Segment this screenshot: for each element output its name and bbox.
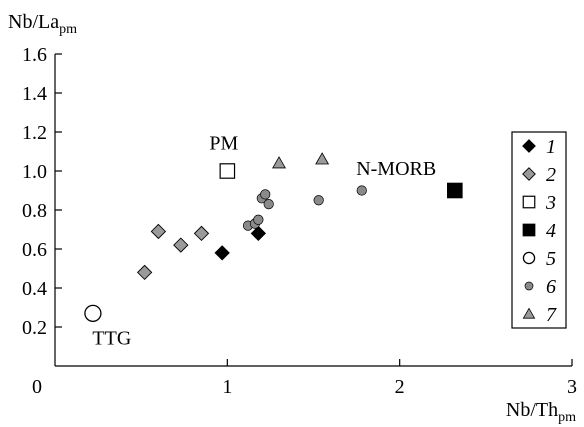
y-tick-label: 1.2 (22, 122, 47, 144)
x-axis-label: Nb/Thpm (506, 399, 576, 425)
legend-label-7: 7 (546, 304, 557, 326)
y-axis-label-sub: pm (59, 22, 77, 37)
legend-marker-5 (522, 251, 536, 265)
y-tick-label: 0.4 (22, 278, 47, 300)
data-points (84, 152, 463, 323)
data-point-series-1 (250, 225, 267, 242)
x-axis-label-sub: pm (558, 410, 576, 425)
x-tick-label: 1 (222, 376, 232, 398)
legend-label-6: 6 (546, 276, 556, 298)
data-point-series-6 (263, 199, 274, 210)
annotation-label: PM (209, 133, 238, 155)
y-tick-label: 0.2 (22, 317, 47, 339)
data-point-series-5 (84, 304, 102, 323)
annotation-group: PM N-MORB TTG (92, 133, 436, 350)
data-point-series-2 (150, 223, 167, 240)
x-tick-label: 2 (395, 376, 405, 398)
annotation-label: N-MORB (356, 158, 436, 180)
y-tick-label: 1.6 (22, 44, 47, 66)
x-tick-label: 3 (567, 376, 577, 398)
axis-labels: Nb/Lapm Nb/Thpm (8, 11, 576, 425)
data-point-series-6 (313, 195, 324, 206)
axes (54, 54, 572, 367)
legend-label-2: 2 (546, 164, 556, 186)
data-point-series-7 (272, 156, 287, 169)
legend-label-5: 5 (546, 248, 556, 270)
y-axis-label: Nb/Lapm (8, 11, 77, 37)
legend-label-3: 3 (545, 192, 556, 214)
legend-box (511, 131, 567, 329)
data-point-series-6 (260, 189, 271, 200)
legend-marker-7 (522, 307, 536, 319)
x-axis-label-main: Nb/Th (506, 399, 558, 421)
legend-label-1: 1 (546, 136, 556, 158)
legend-marker-1 (522, 139, 536, 153)
x-tick-label: 0 (32, 376, 42, 398)
y-tick-label: 0.6 (22, 239, 47, 261)
legend-label-4: 4 (546, 220, 556, 242)
data-point-series-2 (173, 237, 189, 253)
annotation-label: TTG (92, 328, 131, 350)
legend-marker-6 (524, 281, 534, 291)
data-point-series-1 (214, 245, 230, 261)
y-axis-label-main: Nb/La (8, 11, 59, 33)
tick-group: 0.2 0.4 0.6 0.8 1.0 1.2 1.4 1.6 0 1 2 3 (22, 44, 577, 398)
data-point-series-2 (136, 264, 153, 281)
y-tick-label: 0.8 (22, 200, 47, 222)
legend-marker-4 (522, 223, 536, 237)
legend-marker-3 (522, 195, 536, 209)
data-point-series-4 (447, 182, 463, 199)
legend-marker-2 (522, 167, 536, 181)
y-tick-label: 1.0 (22, 161, 47, 183)
data-point-series-6 (356, 185, 367, 196)
legend: 1 2 3 4 5 6 7 (511, 131, 567, 329)
data-point-series-6 (253, 214, 264, 225)
data-point-series-3 (219, 163, 236, 179)
data-point-series-2 (193, 225, 210, 242)
y-tick-label: 1.4 (22, 83, 47, 105)
data-point-series-7 (315, 152, 330, 165)
